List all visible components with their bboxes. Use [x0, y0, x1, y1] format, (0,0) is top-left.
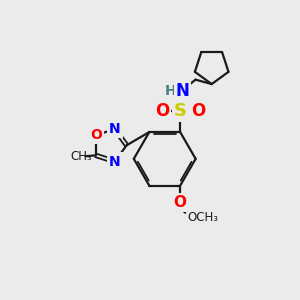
Text: O: O	[191, 102, 206, 120]
Text: N: N	[176, 82, 190, 100]
Text: CH₃: CH₃	[70, 150, 92, 163]
Text: O: O	[155, 102, 169, 120]
Text: O: O	[174, 195, 187, 210]
Text: H: H	[165, 84, 177, 98]
Text: OCH₃: OCH₃	[188, 212, 218, 224]
Text: N: N	[109, 154, 121, 169]
Text: N: N	[109, 122, 121, 136]
Text: O: O	[90, 128, 102, 142]
Text: S: S	[174, 102, 187, 120]
